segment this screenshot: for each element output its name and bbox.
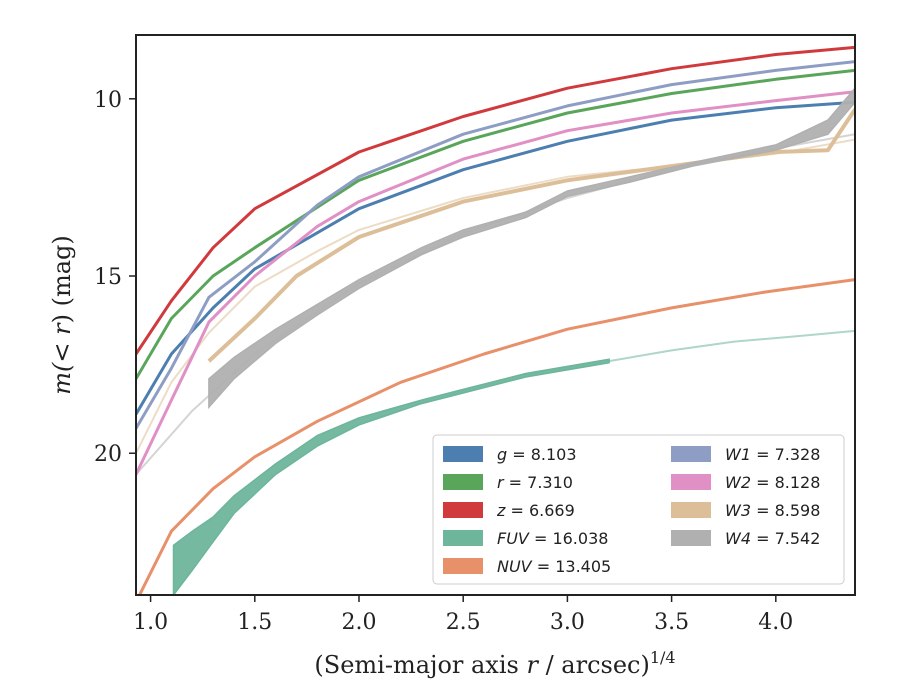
y-axis-label: m(< r) (mag)	[48, 235, 76, 395]
legend-label-w3: W3 = 8.598	[725, 501, 820, 520]
x-tick-label: 4.0	[758, 610, 793, 635]
legend-label-r: r = 7.310	[497, 473, 573, 492]
data-series	[136, 45, 855, 595]
x-axis-label: (Semi-major axis r / arcsec)1/4	[314, 648, 675, 679]
y-tick-label: 20	[94, 442, 122, 467]
series-w3-line	[207, 108, 855, 363]
legend-label-fuv: FUV = 16.038	[497, 529, 608, 548]
legend-swatch-fuv	[443, 530, 483, 546]
legend-swatch-w1	[671, 446, 711, 462]
y-axis-ticks: 10 15 20	[94, 88, 136, 467]
plot-frame	[135, 34, 856, 596]
x-tick-label: 3.0	[550, 610, 585, 635]
x-tick-label: 3.5	[654, 610, 689, 635]
legend-box	[432, 434, 845, 585]
legend-label-w2: W2 = 8.128	[725, 473, 820, 492]
series-w2-line	[136, 90, 855, 476]
legend-swatch-g	[443, 446, 483, 462]
legend-swatch-w2	[671, 474, 711, 490]
legend-label-w1: W1 = 7.328	[725, 445, 820, 464]
series-w4-band	[208, 87, 855, 410]
legend-swatch-z	[443, 502, 483, 518]
legend-label-w4: W4 = 7.542	[725, 529, 820, 548]
series-r-line	[136, 68, 855, 380]
series-w1-line	[136, 60, 855, 430]
x-tick-label: 2.0	[341, 610, 376, 635]
series-nuv-line	[137, 278, 855, 595]
legend-swatch-w3	[671, 502, 711, 518]
legend-swatch-nuv	[443, 558, 483, 574]
series-z-line	[136, 45, 855, 355]
legend: g = 8.103 r = 7.310 z = 6.669 FUV = 16.038 N…	[432, 434, 845, 585]
legend-label-nuv: NUV = 13.405	[497, 557, 611, 576]
legend-label-g: g = 8.103	[497, 445, 577, 464]
x-tick-label: 2.5	[446, 610, 481, 635]
legend-label-z: z = 6.669	[496, 501, 575, 520]
legend-swatch-r	[443, 474, 483, 490]
x-tick-label: 1.0	[133, 610, 168, 635]
legend-swatch-w4	[671, 530, 711, 546]
x-tick-label: 1.5	[237, 610, 272, 635]
x-axis-ticks: 1.0 1.5 2.0 2.5 3.0 3.5 4.0	[133, 595, 793, 635]
series-fuv-extension	[608, 329, 855, 363]
series-fuv-band	[172, 358, 610, 595]
y-tick-label: 10	[94, 88, 122, 113]
y-tick-label: 15	[94, 265, 122, 290]
